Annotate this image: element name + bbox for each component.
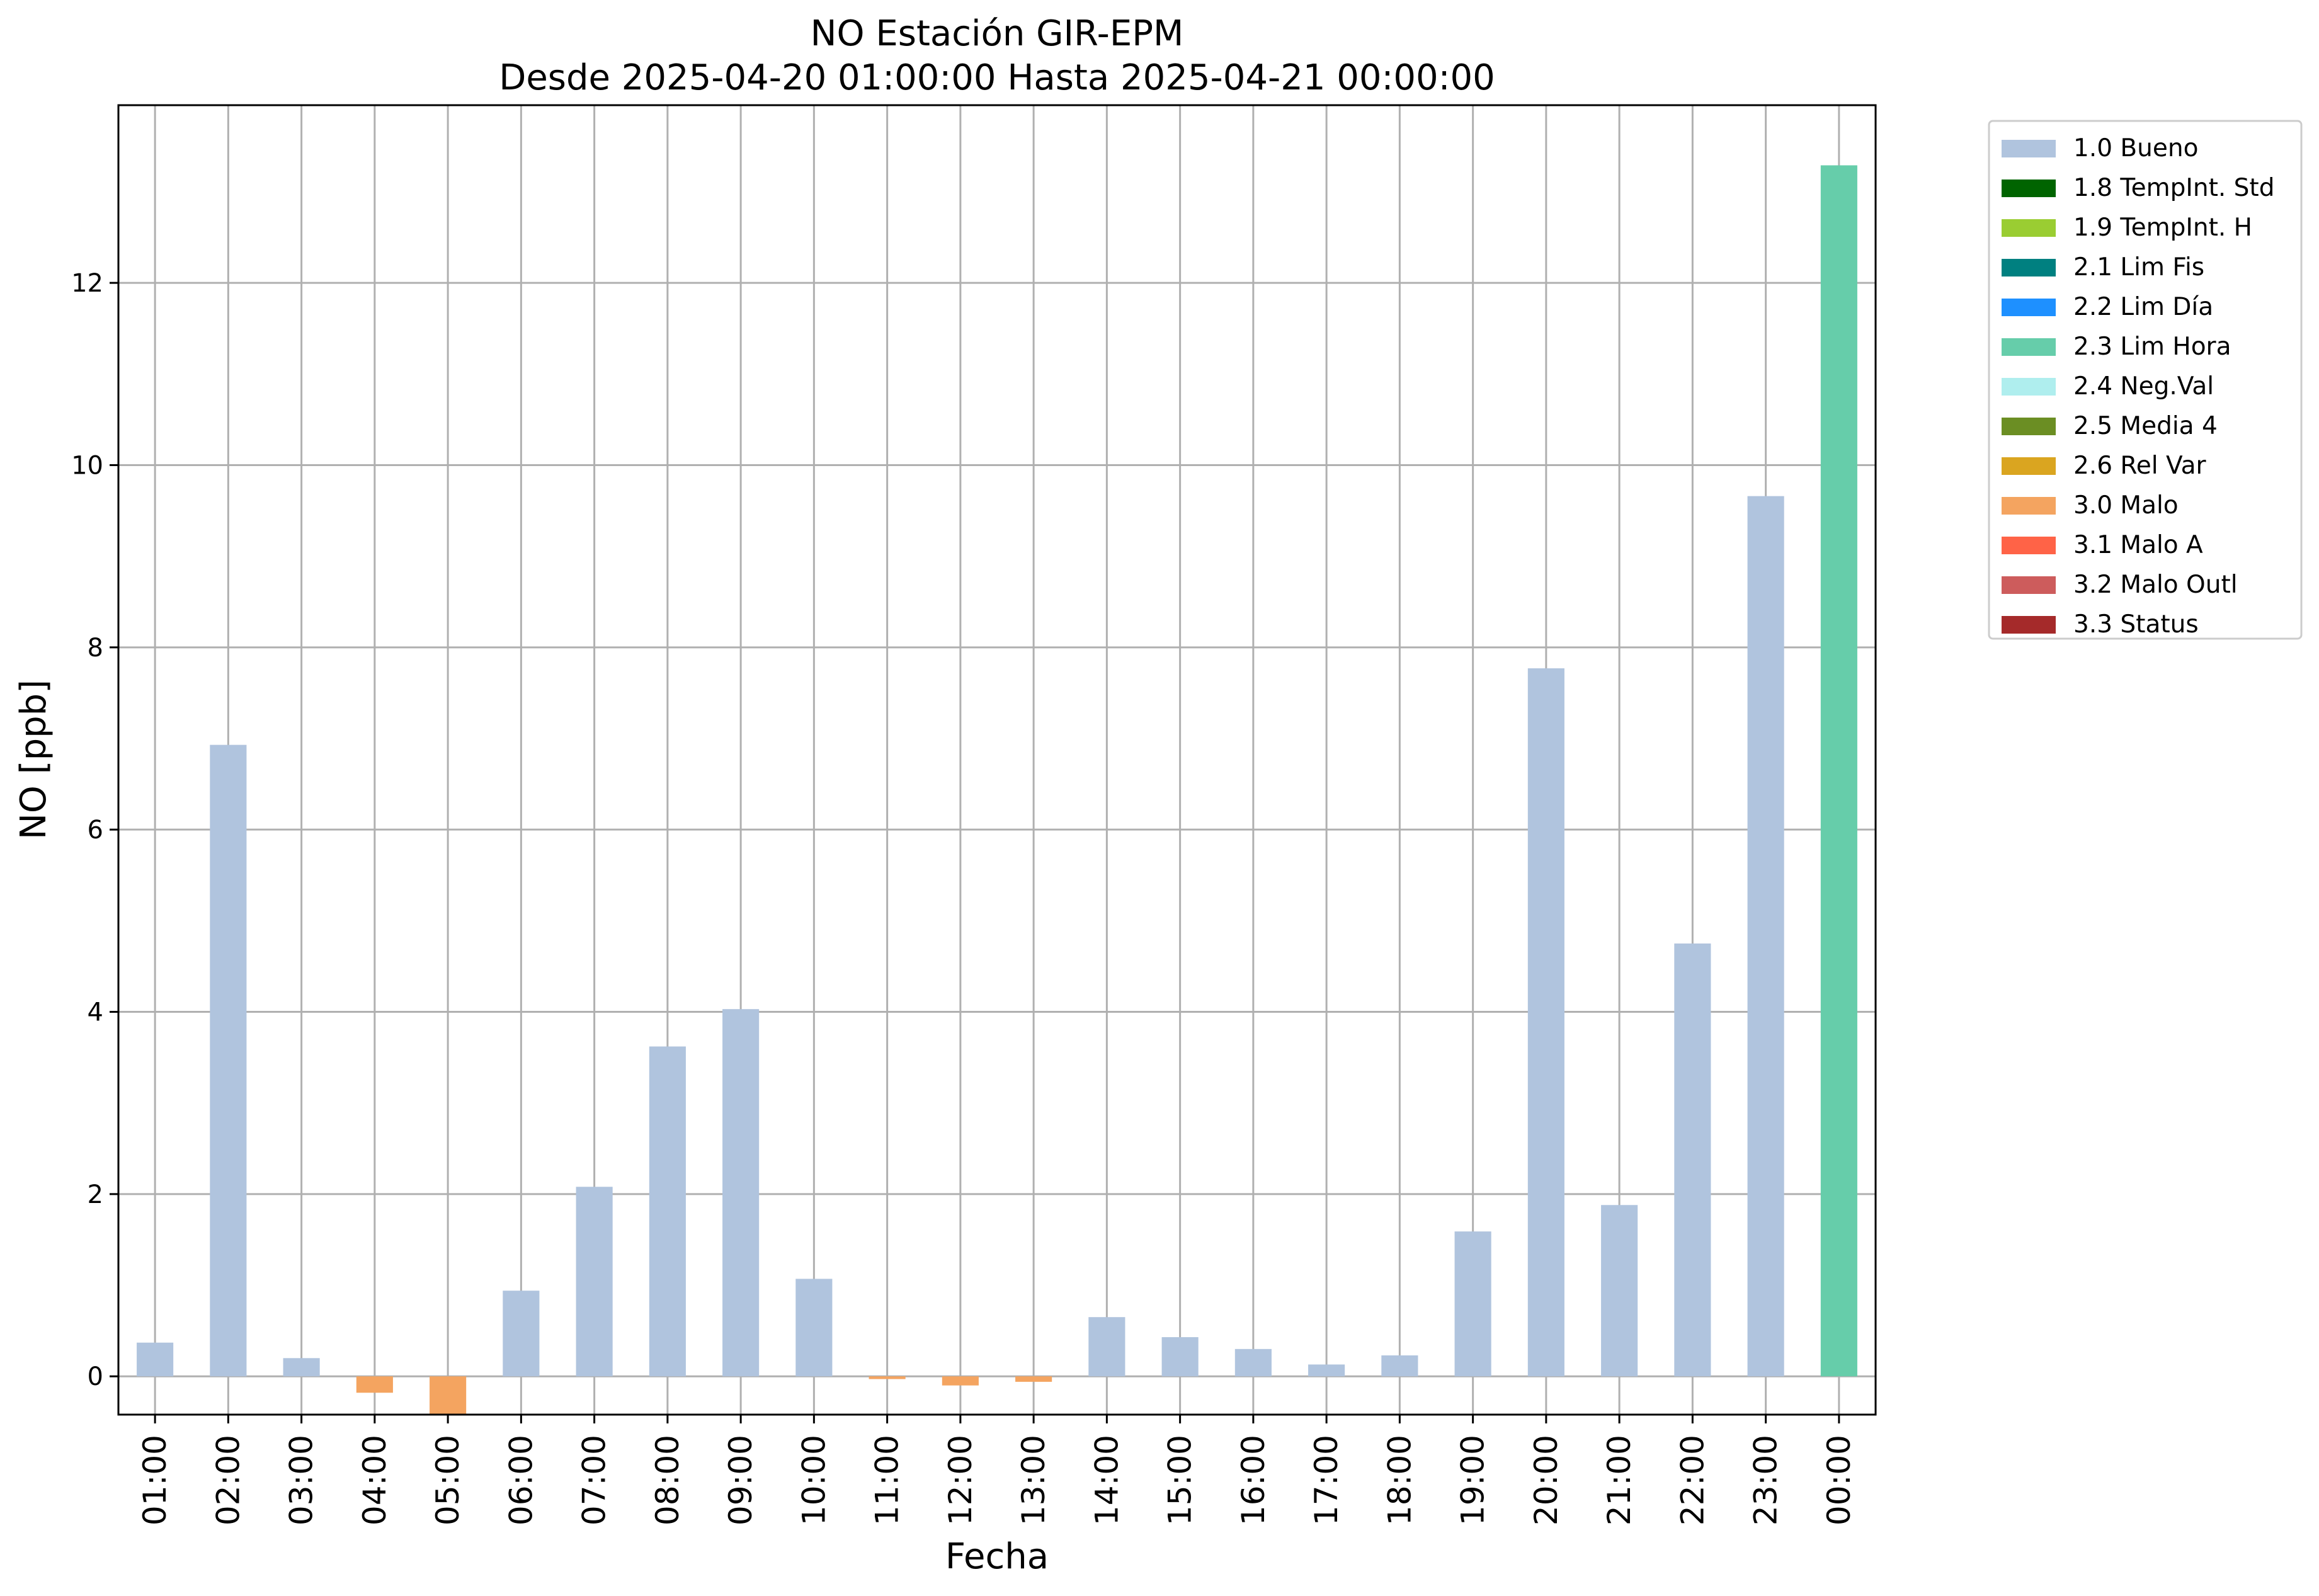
bar-0100 — [137, 1342, 174, 1377]
x-tick-label: 20:00 — [1528, 1435, 1564, 1525]
x-tick-label: 09:00 — [722, 1435, 759, 1525]
bar-1800 — [1381, 1355, 1418, 1377]
x-axis-ticks: 01:00 02:00 03:00 04:00 05:00 06:00 07:00 08:00… — [137, 1415, 1857, 1525]
legend-label: 2.1 Lim Fis — [2073, 253, 2204, 282]
bar-1100 — [869, 1376, 906, 1379]
legend-swatch — [2002, 418, 2056, 435]
legend-swatch — [2002, 457, 2056, 475]
y-tick-label: 10 — [71, 451, 103, 480]
x-axis-label: Fecha — [945, 1536, 1049, 1577]
x-tick-label: 06:00 — [503, 1435, 539, 1525]
legend-swatch — [2002, 576, 2056, 594]
legend-label: 2.2 Lim Día — [2073, 293, 2213, 321]
x-tick-label: 14:00 — [1088, 1435, 1125, 1525]
chart-subtitle: Desde 2025-04-20 01:00:00 Hasta 2025-04-… — [499, 57, 1495, 98]
x-tick-label: 19:00 — [1455, 1435, 1491, 1525]
legend-swatch — [2002, 180, 2056, 197]
y-tick-label: 0 — [88, 1362, 103, 1391]
x-tick-label: 07:00 — [576, 1435, 613, 1525]
legend-swatch — [2002, 140, 2056, 157]
bar-1900 — [1454, 1231, 1491, 1377]
bar-1200 — [942, 1376, 979, 1386]
bar-0300 — [283, 1358, 320, 1377]
x-tick-label: 13:00 — [1015, 1435, 1052, 1525]
bar-1600 — [1234, 1348, 1272, 1377]
legend-swatch — [2002, 616, 2056, 634]
legend-swatch — [2002, 259, 2056, 276]
x-tick-label: 18:00 — [1381, 1435, 1418, 1525]
x-tick-label: 23:00 — [1748, 1435, 1784, 1525]
legend-swatch — [2002, 378, 2056, 396]
x-tick-label: 05:00 — [430, 1435, 466, 1525]
legend-label: 3.3 Status — [2073, 610, 2199, 639]
y-axis-ticks: 0 2 4 6 8 10 12 — [71, 269, 118, 1391]
legend-swatch — [2002, 299, 2056, 316]
x-tick-label: 02:00 — [210, 1435, 246, 1525]
bar-0900 — [722, 1009, 760, 1377]
legend-label: 2.6 Rel Var — [2073, 452, 2207, 480]
x-tick-label: 17:00 — [1308, 1435, 1345, 1525]
bar-0400 — [356, 1376, 393, 1393]
x-tick-label: 04:00 — [356, 1435, 393, 1525]
legend-label: 2.3 Lim Hora — [2073, 333, 2231, 361]
bar-0200 — [210, 744, 247, 1377]
x-tick-label: 21:00 — [1601, 1435, 1638, 1525]
bar-2300 — [1747, 496, 1784, 1377]
bars-group — [137, 165, 1857, 1415]
y-tick-label: 6 — [88, 816, 103, 845]
legend-label: 1.0 Bueno — [2073, 134, 2198, 162]
y-tick-label: 2 — [88, 1180, 103, 1209]
x-tick-label: 15:00 — [1162, 1435, 1199, 1525]
legend-label: 1.8 TempInt. Std — [2073, 174, 2274, 202]
legend-swatch — [2002, 219, 2056, 237]
x-tick-label: 01:00 — [137, 1435, 173, 1525]
bar-0500 — [430, 1376, 467, 1415]
legend-label: 2.5 Media 4 — [2073, 412, 2218, 440]
plot-frame — [117, 104, 1877, 1416]
y-axis-label: NO [ppb] — [13, 680, 54, 840]
legend-label: 3.0 Malo — [2073, 491, 2179, 520]
bar-1300 — [1015, 1376, 1052, 1382]
x-tick-label: 12:00 — [942, 1435, 979, 1525]
legend-label: 2.4 Neg.Val — [2073, 372, 2214, 401]
bar-1700 — [1308, 1364, 1345, 1377]
x-tick-label: 11:00 — [869, 1435, 906, 1525]
legend-label: 3.1 Malo A — [2073, 531, 2203, 559]
x-tick-label: 10:00 — [795, 1435, 832, 1525]
x-tick-label: 16:00 — [1235, 1435, 1272, 1525]
x-tick-label: 03:00 — [283, 1435, 320, 1525]
bar-0600 — [503, 1291, 540, 1377]
chart-title: NO Estación GIR-EPM — [811, 13, 1184, 54]
bar-0800 — [649, 1046, 686, 1377]
legend: 1.0 Bueno 1.8 TempInt. Std 1.9 TempInt. H 2… — [1988, 120, 2303, 640]
bar-2100 — [1601, 1205, 1638, 1377]
bar-1400 — [1088, 1317, 1125, 1377]
legend-label: 3.2 Malo Outl — [2073, 571, 2238, 599]
bar-2200 — [1674, 943, 1711, 1377]
x-tick-label: 08:00 — [649, 1435, 686, 1525]
legend-swatch — [2002, 338, 2056, 356]
bar-1500 — [1161, 1337, 1199, 1377]
y-tick-label: 8 — [88, 634, 103, 663]
legend-frame — [1988, 120, 2303, 640]
y-tick-label: 12 — [71, 269, 103, 298]
bar-1000 — [795, 1279, 833, 1377]
x-tick-label: 22:00 — [1674, 1435, 1711, 1525]
bar-0700 — [576, 1187, 613, 1377]
legend-swatch — [2002, 497, 2056, 515]
y-tick-label: 4 — [88, 998, 103, 1027]
bar-2000 — [1527, 668, 1564, 1377]
x-tick-label: 00:00 — [1821, 1435, 1857, 1525]
legend-label: 1.9 TempInt. H — [2073, 214, 2252, 242]
bar-0000 — [1820, 165, 1857, 1377]
legend-swatch — [2002, 537, 2056, 554]
